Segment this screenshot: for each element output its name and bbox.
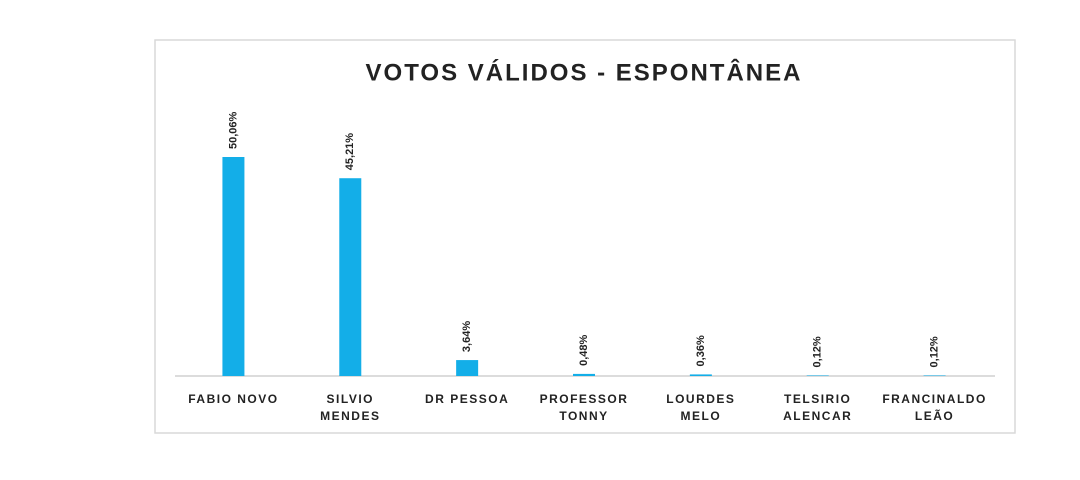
bar	[222, 157, 245, 376]
chart-card	[154, 39, 1016, 434]
bar	[806, 375, 829, 376]
bar	[923, 375, 946, 376]
value-label: 0,12%	[812, 336, 824, 367]
chart-title: VOTOS VÁLIDOS - ESPONTÂNEA	[366, 58, 803, 86]
x-tick-label: FABIO NOVO	[188, 392, 278, 406]
bar	[339, 178, 362, 376]
x-tick-label: TELSIRIO ALENCAR	[783, 392, 852, 423]
bar	[456, 360, 479, 376]
value-label: 3,64%	[461, 321, 473, 352]
x-tick-label: PROFESSOR TONNY	[540, 392, 629, 423]
x-tick-label: SILVIO MENDES	[320, 392, 380, 423]
value-label: 0,36%	[695, 335, 707, 366]
value-label: 0,48%	[578, 334, 590, 365]
x-tick-label: DR PESSOA	[425, 392, 509, 406]
bar	[573, 373, 595, 376]
value-label: 0,12%	[928, 336, 940, 367]
x-tick-label: LOURDES MELO	[666, 392, 735, 423]
value-label: 50,06%	[227, 111, 239, 149]
x-tick-label: FRANCINALDO LEÃO	[882, 392, 987, 423]
value-label: 45,21%	[344, 133, 356, 171]
bar	[689, 374, 712, 376]
